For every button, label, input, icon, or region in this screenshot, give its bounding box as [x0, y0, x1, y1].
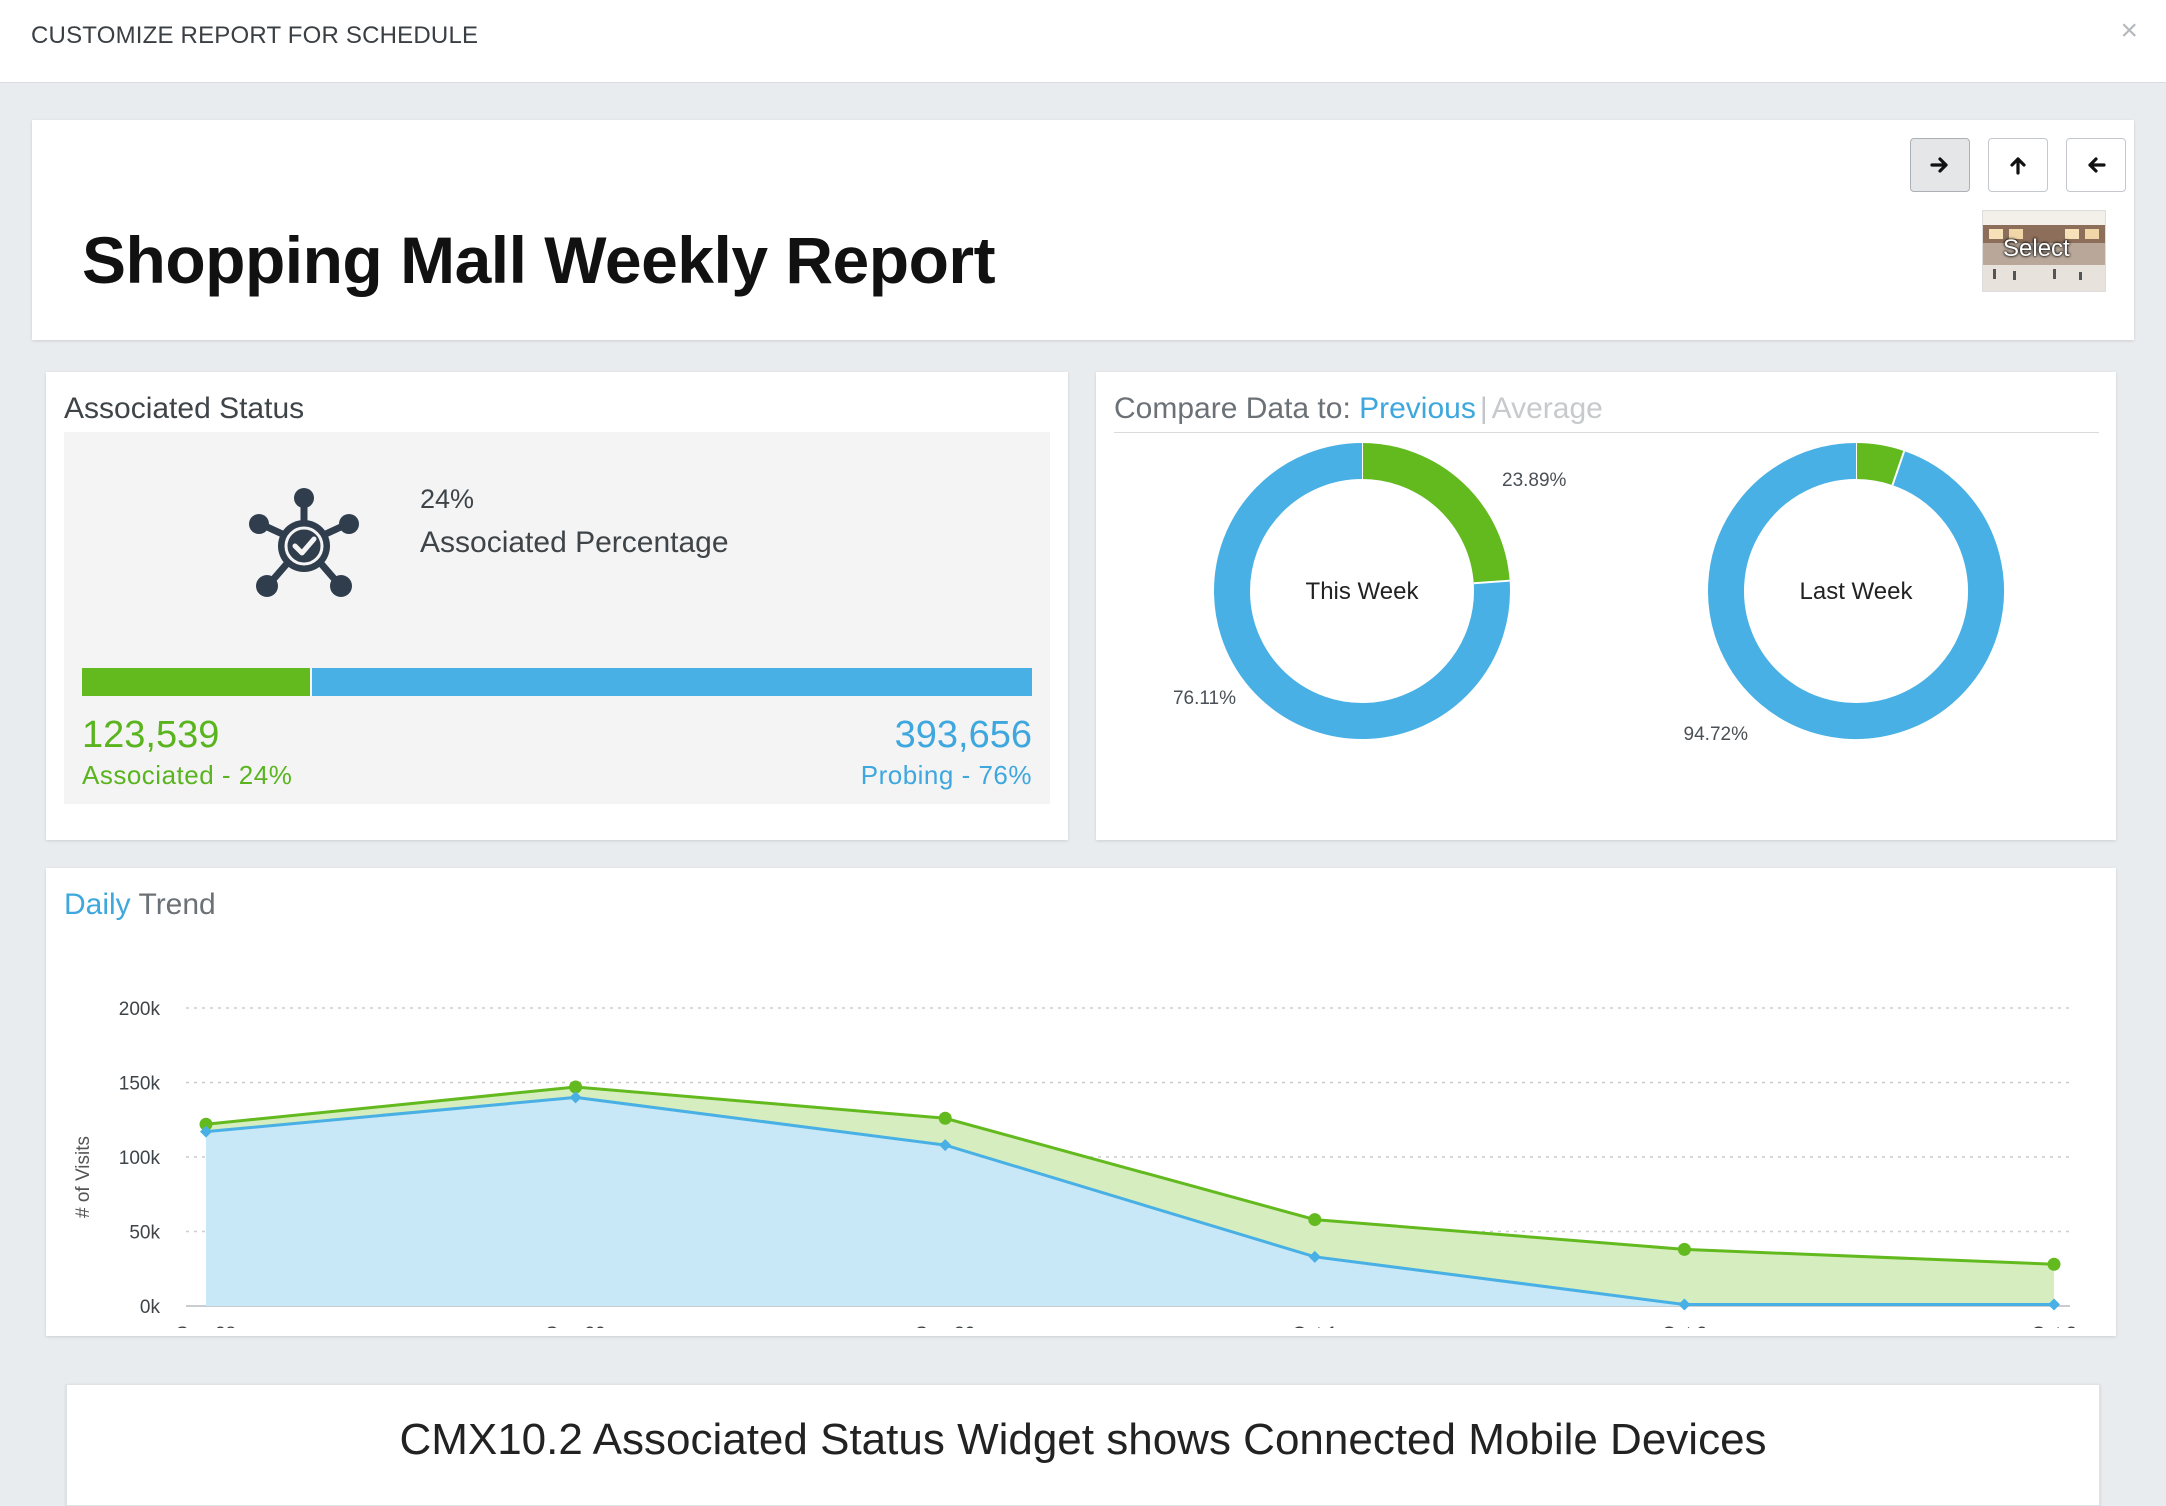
probing-count: 393,656	[894, 714, 1032, 756]
thumbnail-select-label[interactable]: Select	[2003, 235, 2070, 262]
associated-status-title: Associated Status	[64, 392, 305, 425]
compare-previous-link[interactable]: Previous	[1359, 392, 1476, 425]
daily-trend-title: Daily Trend	[64, 888, 216, 922]
associated-area	[206, 1086, 2054, 1305]
move-right-button[interactable]	[1910, 138, 1970, 192]
arrow-right-icon	[1930, 157, 1948, 173]
donut-charts: 23.89% 76.11% This Week 94.72% Last Week	[1173, 443, 2004, 745]
x-tick-label: Oct 1	[1292, 1324, 1337, 1328]
arrow-left-icon	[2088, 157, 2106, 173]
donut-slice[interactable]	[1214, 443, 1510, 739]
donut-slice-label: 94.72%	[1684, 724, 1749, 745]
donut-slice[interactable]	[1708, 443, 2004, 739]
y-axis-label: # of Visits	[73, 1136, 94, 1218]
arrow-up-icon	[2010, 157, 2026, 175]
daily-trend-title-rest: Trend	[138, 888, 216, 921]
donut-slice-label: 76.11%	[1173, 688, 1236, 709]
x-tick-label: Sep 28	[176, 1324, 236, 1328]
x-tick-label: Oct 2	[1662, 1324, 1707, 1328]
donut-last-week: 94.72% Last Week	[1684, 443, 2004, 745]
slice-separator	[1473, 579, 1510, 585]
associated-point[interactable]	[938, 1111, 952, 1125]
modal-header: CUSTOMIZE REPORT FOR SCHEDULE ×	[0, 0, 2166, 83]
probing-label: Probing - 76%	[860, 760, 1032, 790]
daily-trend-title-accent: Daily	[64, 888, 131, 921]
probing-point[interactable]	[2048, 1298, 2060, 1311]
probing-point[interactable]	[1678, 1298, 1691, 1311]
mall-image-icon	[1983, 211, 2105, 291]
associated-percent-label: Associated Percentage	[420, 526, 729, 559]
associated-status-panel: 24% Associated Percentage 123,539 Associ…	[64, 432, 1050, 804]
slice-separator	[1891, 450, 1906, 486]
probing-point[interactable]	[939, 1139, 952, 1152]
donut-center-label: This Week	[1306, 578, 1420, 605]
associated-line	[205, 1085, 2055, 1266]
network-check-icon	[249, 488, 359, 597]
move-left-button[interactable]	[2066, 138, 2126, 192]
associated-point[interactable]	[569, 1080, 583, 1094]
donut-this-week: 23.89% 76.11% This Week	[1173, 443, 1567, 739]
x-tick-label: Sep 30	[915, 1324, 975, 1328]
compare-average-link[interactable]: Average	[1491, 392, 1603, 425]
compare-data-card: Compare Data to: Previous | Average 23.89%…	[1096, 372, 2116, 840]
associated-point[interactable]	[2047, 1257, 2061, 1271]
associated-percent-value: 24%	[420, 484, 475, 514]
donut-center-label: Last Week	[1800, 578, 1914, 605]
associated-point[interactable]	[1677, 1242, 1691, 1256]
compare-divider	[1114, 432, 2099, 433]
donut-slice[interactable]	[1361, 443, 1510, 584]
move-up-button[interactable]	[1988, 138, 2048, 192]
donut-slice-label: 23.89%	[1502, 470, 1567, 491]
probing-point[interactable]	[1308, 1250, 1321, 1263]
donut-slice[interactable]	[1855, 443, 1905, 486]
probing-line	[205, 1095, 2054, 1307]
probing-point[interactable]	[200, 1125, 212, 1138]
y-tick-label: 100k	[119, 1148, 161, 1169]
daily-trend-card: Daily Trend 0k 50k 100k 150k 200k # of Visits…	[46, 868, 2116, 1336]
compare-separator: |	[1479, 392, 1488, 425]
caption-card: CMX10.2 Associated Status Widget shows C…	[66, 1384, 2100, 1506]
close-icon[interactable]: ×	[2120, 14, 2138, 47]
caption-text: CMX10.2 Associated Status Widget shows C…	[399, 1415, 1767, 1464]
y-tick-label: 150k	[119, 1074, 161, 1095]
y-tick-label: 200k	[119, 999, 161, 1020]
probing-bar	[312, 668, 1032, 696]
report-header-card: Shopping Mall Weekly Report	[32, 120, 2134, 340]
associated-status-card: Associated Status 24% Associated Perce	[46, 372, 1068, 840]
compare-label: Compare Data to:	[1114, 392, 1351, 425]
daily-trend-chart: 0k 50k 100k 150k 200k # of Visits Sep 28 Sep 29…	[73, 999, 2077, 1328]
associated-bar	[82, 668, 310, 696]
x-tick-label: Sep 29	[545, 1324, 605, 1328]
report-title: Shopping Mall Weekly Report	[82, 223, 996, 297]
probing-point[interactable]	[569, 1091, 582, 1104]
associated-point[interactable]	[1308, 1213, 1322, 1227]
y-tick-label: 0k	[140, 1297, 161, 1318]
report-background-thumbnail[interactable]: Select	[1982, 210, 2106, 292]
associated-label: Associated - 24%	[82, 760, 293, 790]
associated-count: 123,539	[82, 714, 220, 756]
compare-header: Compare Data to: Previous | Average	[1114, 392, 1603, 426]
modal-title: CUSTOMIZE REPORT FOR SCHEDULE	[31, 22, 479, 49]
y-tick-label: 50k	[129, 1223, 160, 1244]
associated-point[interactable]	[199, 1117, 213, 1131]
x-tick-label: Oct 3	[2031, 1324, 2076, 1328]
